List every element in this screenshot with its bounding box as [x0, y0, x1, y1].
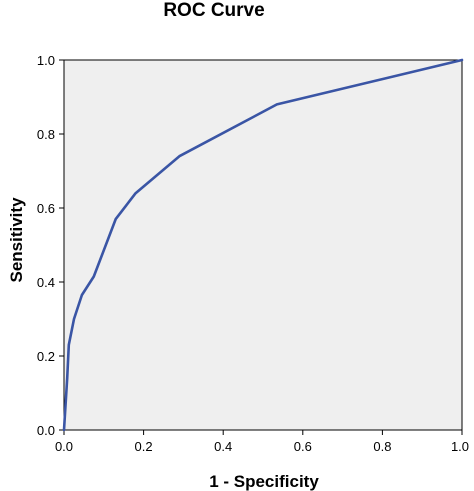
- x-axis: 0.0 0.2 0.4 0.6 0.8 1.0: [55, 430, 469, 454]
- y-tick-label: 0.0: [37, 423, 55, 438]
- y-axis: 0.0 0.2 0.4 0.6 0.8 1.0: [37, 53, 64, 438]
- x-tick-label: 0.2: [135, 439, 153, 454]
- y-tick-label: 0.4: [37, 275, 55, 290]
- x-tick-label: 0.8: [373, 439, 391, 454]
- x-tick-label: 0.6: [294, 439, 312, 454]
- y-tick-label: 0.2: [37, 349, 55, 364]
- x-tick-label: 1.0: [451, 439, 469, 454]
- y-tick-label: 1.0: [37, 53, 55, 68]
- roc-curve-line: [62, 58, 464, 432]
- plot-area: [63, 59, 463, 431]
- chart-title: ROC Curve: [163, 0, 264, 21]
- y-tick-label: 0.6: [37, 201, 55, 216]
- x-tick-label: 0.0: [55, 439, 73, 454]
- x-tick-label: 0.4: [214, 439, 232, 454]
- y-tick-label: 0.8: [37, 127, 55, 142]
- x-axis-label: 1 - Specificity: [209, 472, 319, 491]
- y-axis-label: Sensitivity: [7, 197, 26, 283]
